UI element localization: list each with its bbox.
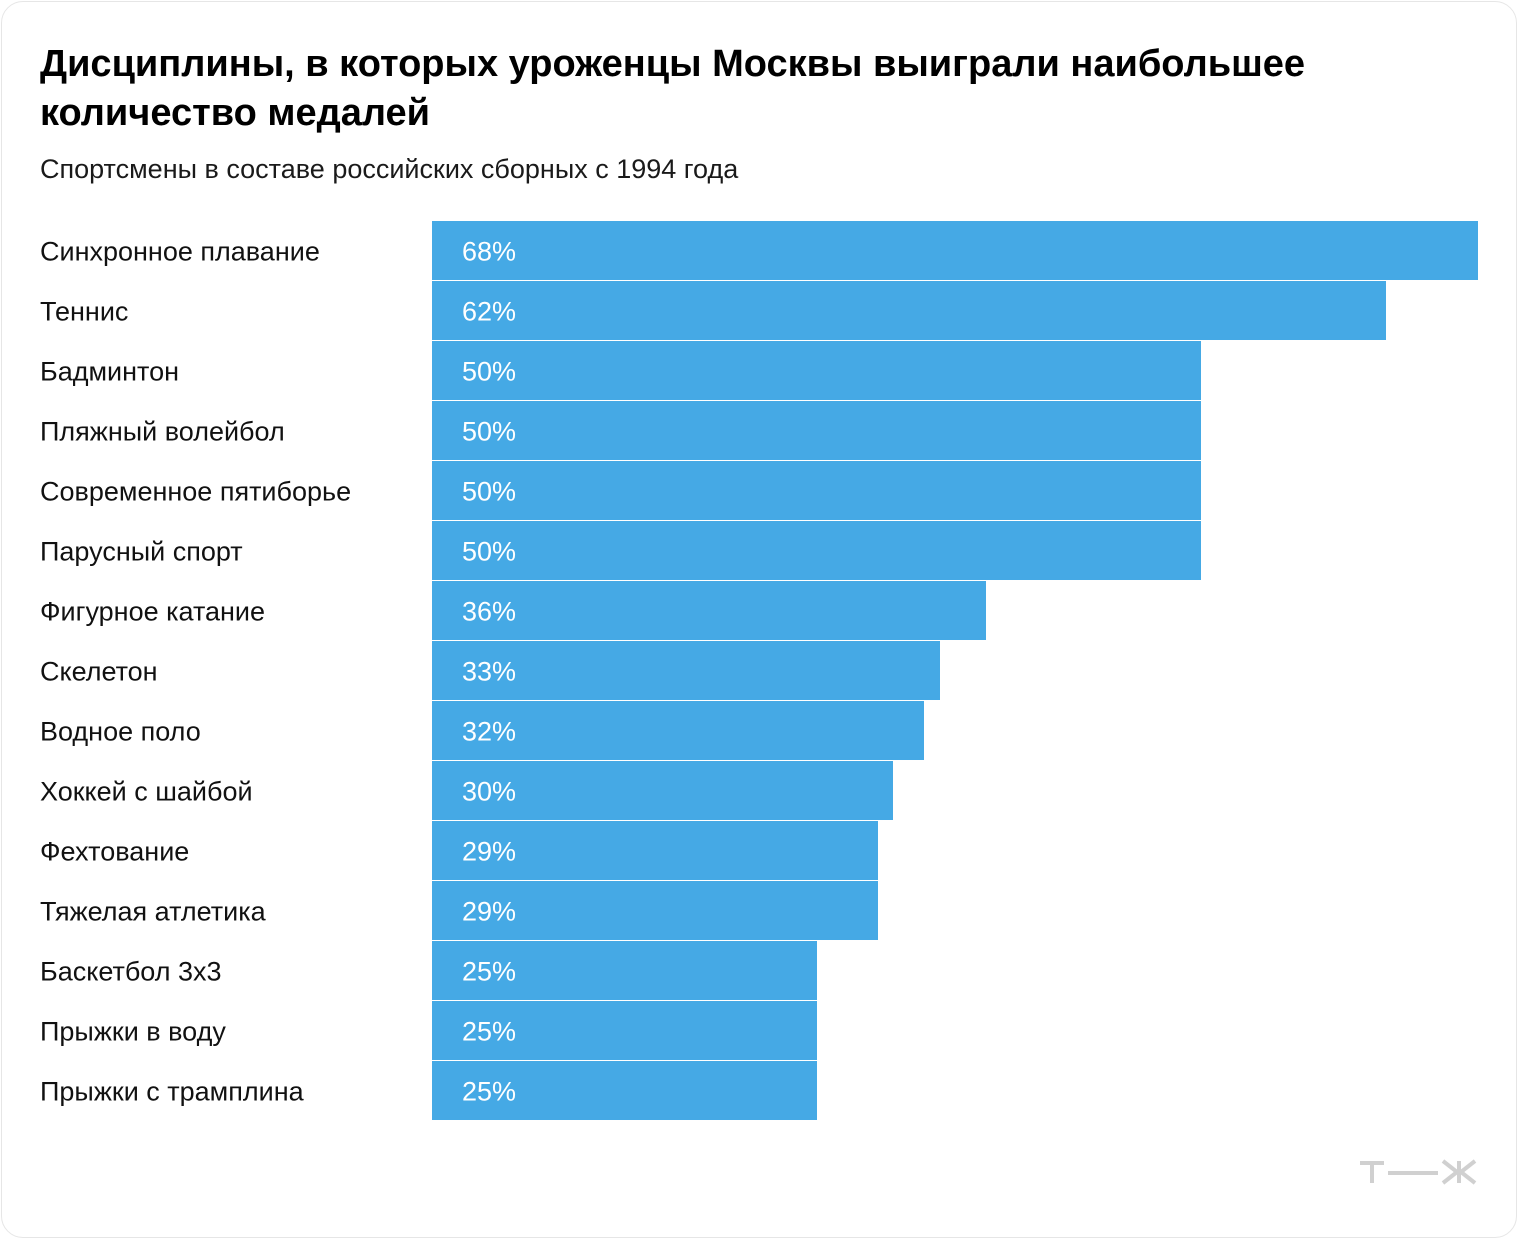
category-label: Прыжки в воду xyxy=(40,1017,226,1047)
bar xyxy=(432,1061,817,1120)
category-label: Скелетон xyxy=(40,657,158,687)
value-label: 50% xyxy=(462,417,516,447)
category-label: Баскетбол 3х3 xyxy=(40,957,222,987)
category-label: Современное пятиборье xyxy=(40,477,351,507)
category-label: Пляжный волейбол xyxy=(40,417,285,447)
category-label: Синхронное плавание xyxy=(40,237,320,267)
value-label: 33% xyxy=(462,657,516,687)
bar xyxy=(432,881,878,940)
category-label: Тяжелая атлетика xyxy=(40,897,267,927)
value-label: 36% xyxy=(462,597,516,627)
value-label: 30% xyxy=(462,777,516,807)
bar xyxy=(432,401,1201,460)
bar xyxy=(432,761,893,820)
value-label: 68% xyxy=(462,237,516,267)
bar xyxy=(432,941,817,1000)
bar xyxy=(432,1001,817,1060)
bar xyxy=(432,521,1201,580)
value-label: 50% xyxy=(462,477,516,507)
category-label: Бадминтон xyxy=(40,357,179,387)
bar xyxy=(432,581,986,640)
tzh-logo-icon xyxy=(1360,1159,1477,1185)
chart-subtitle: Спортсмены в составе российских сборных … xyxy=(40,154,739,184)
bar xyxy=(432,221,1478,280)
value-label: 32% xyxy=(462,717,516,747)
category-label: Фигурное катание xyxy=(40,597,265,627)
bar xyxy=(432,341,1201,400)
bar xyxy=(432,641,940,700)
value-label: 29% xyxy=(462,897,516,927)
value-label: 25% xyxy=(462,1077,516,1107)
bar xyxy=(432,461,1201,520)
value-label: 50% xyxy=(462,537,516,567)
chart-title: Дисциплины, в которых уроженцы Москвы вы… xyxy=(40,43,1306,134)
category-label: Прыжки с трамплина xyxy=(40,1077,305,1107)
category-label: Парусный спорт xyxy=(40,537,243,567)
value-label: 25% xyxy=(462,1017,516,1047)
category-label: Теннис xyxy=(40,297,128,327)
value-label: 25% xyxy=(462,957,516,987)
category-label: Водное поло xyxy=(40,717,201,747)
value-label: 62% xyxy=(462,297,516,327)
value-label: 50% xyxy=(462,357,516,387)
bar xyxy=(432,701,924,760)
category-label: Хоккей с шайбой xyxy=(40,777,253,807)
category-label: Фехтование xyxy=(40,837,189,867)
value-label: 29% xyxy=(462,837,516,867)
bar xyxy=(432,821,878,880)
bar xyxy=(432,281,1386,340)
